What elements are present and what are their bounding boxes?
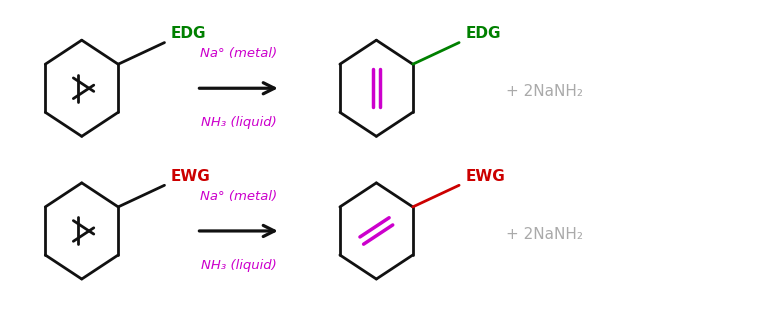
Text: Na° (metal): Na° (metal) (200, 190, 277, 203)
Text: EWG: EWG (465, 169, 505, 184)
Text: + 2NaNH₂: + 2NaNH₂ (506, 227, 584, 242)
Text: NH₃ (liquid): NH₃ (liquid) (200, 116, 276, 129)
Text: + 2NaNH₂: + 2NaNH₂ (506, 84, 584, 99)
Text: NH₃ (liquid): NH₃ (liquid) (200, 259, 276, 272)
Text: EDG: EDG (465, 26, 501, 41)
Text: EWG: EWG (170, 169, 210, 184)
Text: Na° (metal): Na° (metal) (200, 47, 277, 60)
Text: EDG: EDG (170, 26, 206, 41)
